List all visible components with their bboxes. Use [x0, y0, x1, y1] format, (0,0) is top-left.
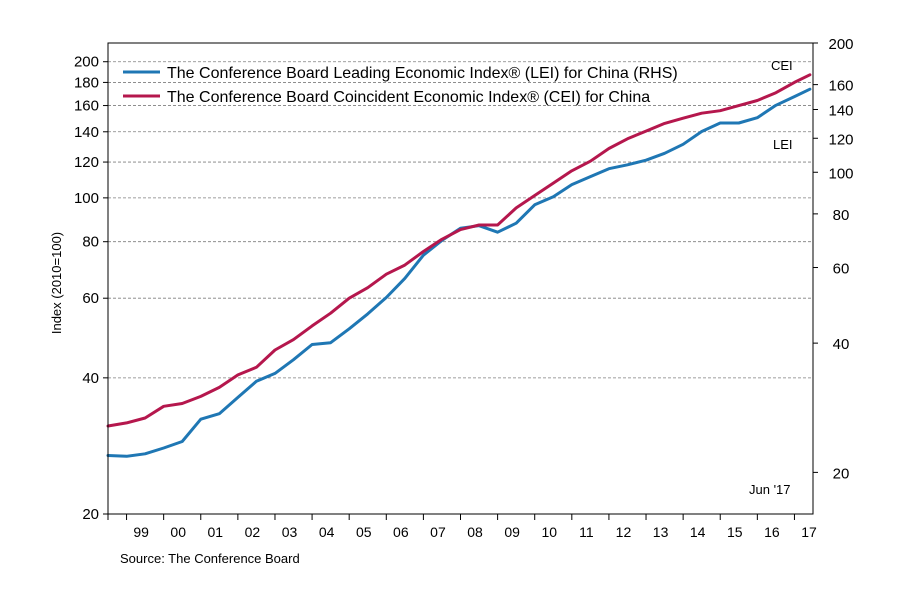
left-tick-label: 100 [74, 190, 99, 207]
x-tick-label: 00 [170, 524, 186, 540]
x-tick-label: 07 [430, 524, 446, 540]
left-axis-labels: 20 40 60 80 100 120 140 160 180 200 [74, 54, 99, 523]
left-tick-label: 180 [74, 74, 99, 91]
legend-label-cei: The Conference Board Coincident Economic… [167, 89, 650, 106]
x-tick-label: 05 [356, 524, 372, 540]
gridlines [108, 61, 813, 379]
legend: The Conference Board Leading Economic In… [123, 65, 678, 106]
lei-series-label: LEI [773, 137, 793, 152]
x-tick-label: 09 [504, 524, 520, 540]
x-tick-label: 03 [282, 524, 298, 540]
source-note: Source: The Conference Board [120, 551, 300, 566]
x-tick-label: 06 [393, 524, 409, 540]
x-tick-label: 99 [133, 524, 149, 540]
right-tick-label: 200 [828, 36, 853, 53]
x-tick-label: 01 [208, 524, 224, 540]
left-tick-label: 80 [82, 234, 99, 251]
x-axis-labels: 99 00 01 02 03 04 05 06 07 08 09 10 11 12 13 14 15 16 17 [133, 524, 817, 540]
right-tick-label: 100 [828, 165, 853, 182]
y-axis-title: Index (2010=100) [49, 232, 64, 334]
right-tick-label: 40 [833, 336, 850, 353]
series-lines [106, 73, 812, 458]
cei-series-label: CEI [771, 58, 793, 73]
x-tick-label: 08 [467, 524, 483, 540]
right-tick-label: 60 [833, 261, 850, 278]
left-tick-label: 160 [74, 98, 99, 115]
right-tick-label: 140 [828, 103, 853, 120]
right-axis-labels: 20 40 60 80 100 120 140 160 200 [828, 36, 853, 482]
series-line-cei [106, 73, 812, 428]
x-tick-label: 13 [653, 524, 669, 540]
right-tick-label: 160 [828, 78, 853, 95]
x-tick-label: 17 [801, 524, 817, 540]
left-tick-label: 200 [74, 54, 99, 71]
x-tick-label: 15 [727, 524, 743, 540]
right-tick-label: 80 [833, 207, 850, 224]
x-tick-label: 11 [579, 524, 594, 540]
left-tick-label: 120 [74, 154, 99, 171]
date-note: Jun '17 [749, 482, 791, 497]
legend-label-lei: The Conference Board Leading Economic In… [167, 65, 678, 82]
series-line-lei [106, 87, 812, 458]
left-tick-label: 60 [82, 290, 99, 307]
left-tick-label: 140 [74, 124, 99, 141]
right-tick-label: 20 [833, 465, 850, 482]
x-tick-label: 10 [541, 524, 557, 540]
left-tick-label: 20 [82, 506, 99, 523]
x-tick-label: 02 [245, 524, 261, 540]
tick-marks [103, 42, 818, 520]
x-tick-label: 16 [764, 524, 780, 540]
x-tick-label: 12 [616, 524, 632, 540]
x-tick-label: 14 [690, 524, 706, 540]
right-tick-label: 120 [828, 131, 853, 148]
x-tick-label: 04 [319, 524, 335, 540]
left-tick-label: 40 [82, 370, 99, 387]
